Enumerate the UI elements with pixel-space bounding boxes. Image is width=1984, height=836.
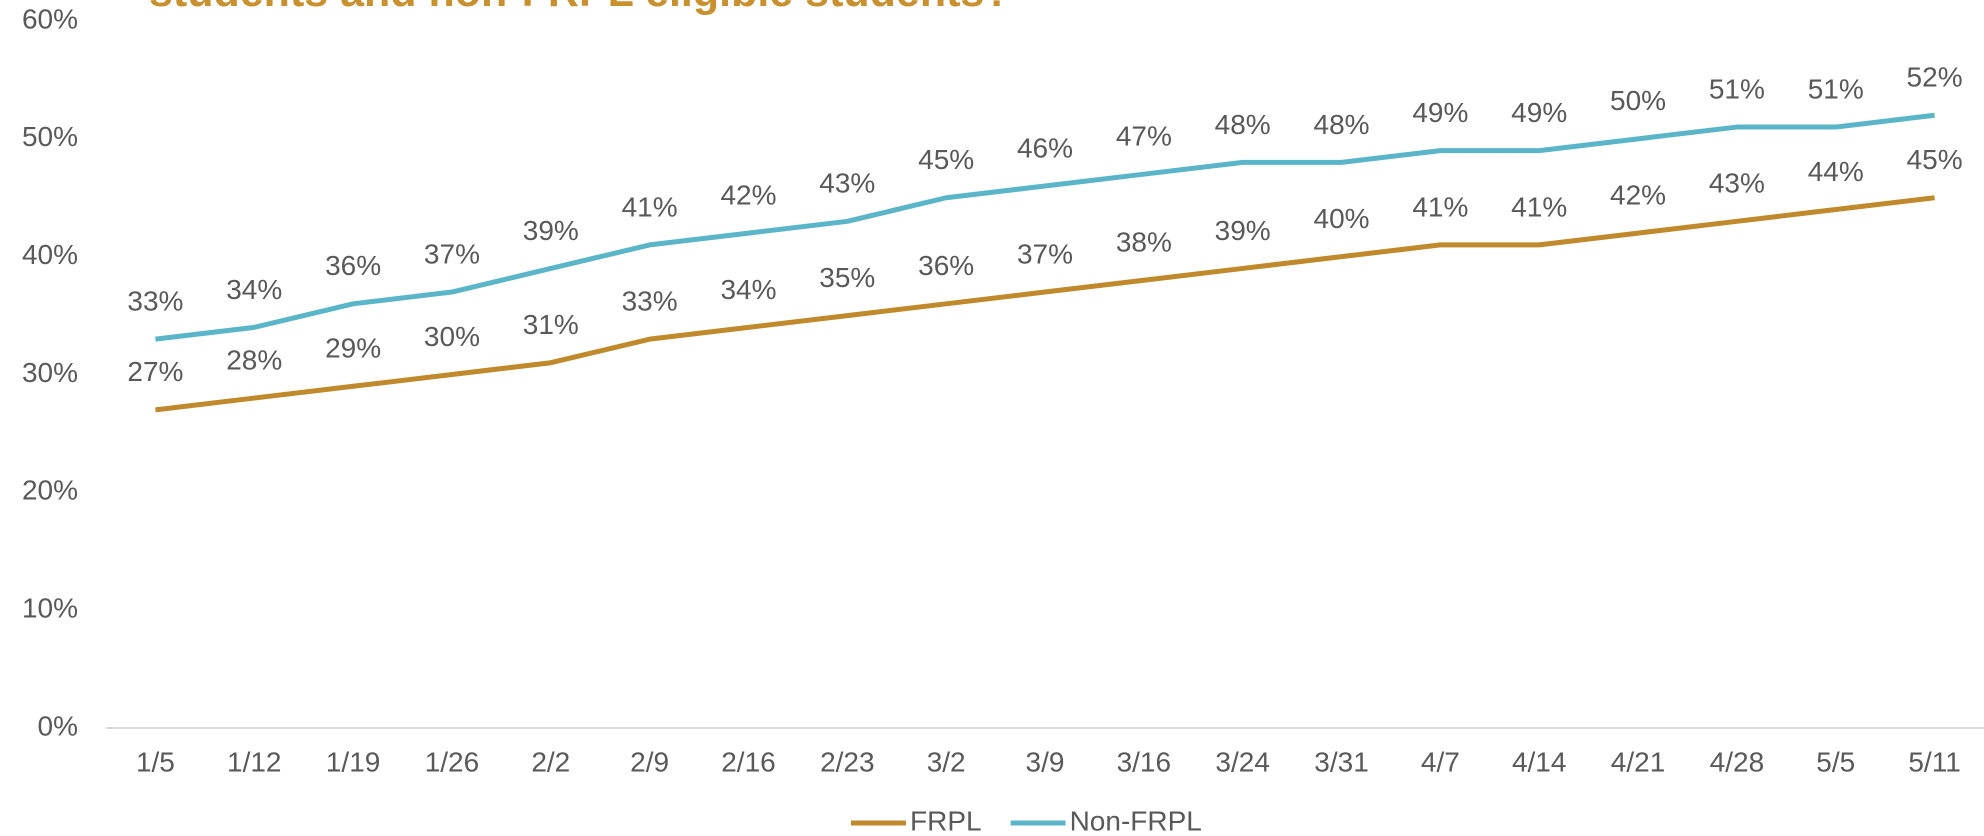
data-label: 49% [1511,97,1567,128]
y-tick-label: 10% [22,593,78,624]
data-label: 51% [1808,73,1864,104]
data-label: 46% [1017,132,1073,163]
data-label: 45% [1907,144,1963,175]
data-label: 51% [1709,73,1765,104]
data-label: 30% [424,321,480,352]
y-tick-label: 50% [22,121,78,152]
chart-title: students and non-FRPL eligible students? [149,0,1011,16]
data-label: 49% [1412,97,1468,128]
data-label: 44% [1808,156,1864,187]
data-label: 39% [1215,215,1271,246]
data-label: 31% [523,309,579,340]
legend-label: Non-FRPL [1070,805,1202,836]
x-tick-label: 4/14 [1512,746,1567,777]
data-label: 33% [127,286,183,317]
x-tick-label: 4/28 [1710,746,1765,777]
data-label: 41% [1511,191,1567,222]
data-label: 48% [1314,109,1370,140]
x-tick-label: 1/19 [326,746,381,777]
x-tick-label: 1/12 [227,746,282,777]
data-label: 43% [1709,168,1765,199]
x-tick-label: 2/2 [531,746,570,777]
x-tick-label: 2/9 [630,746,669,777]
data-label: 36% [325,250,381,281]
x-tick-label: 3/24 [1215,746,1270,777]
data-label: 28% [226,344,282,375]
x-tick-label: 5/5 [1816,746,1855,777]
x-tick-label: 3/2 [927,746,966,777]
x-tick-label: 3/16 [1117,746,1172,777]
data-label: 29% [325,333,381,364]
data-label: 48% [1215,109,1271,140]
x-tick-label: 2/16 [721,746,776,777]
x-tick-label: 4/7 [1421,746,1460,777]
x-tick-label: 4/21 [1611,746,1666,777]
data-label: 35% [819,262,875,293]
legend-label: FRPL [910,805,982,836]
x-tick-label: 3/31 [1314,746,1369,777]
data-label: 41% [1412,191,1468,222]
line-series [155,195,1935,413]
x-tick-label: 2/23 [820,746,875,777]
data-label: 41% [622,191,678,222]
data-label: 38% [1116,227,1172,258]
y-tick-label: 0% [38,710,78,741]
data-label: 37% [1017,238,1073,269]
data-label: 40% [1314,203,1370,234]
data-label: 52% [1907,62,1963,93]
x-tick-label: 5/11 [1908,746,1960,777]
y-tick-label: 40% [22,239,78,270]
data-label: 42% [720,179,776,210]
data-label: 34% [226,274,282,305]
data-label: 47% [1116,121,1172,152]
y-tick-label: 20% [22,475,78,506]
data-label: 37% [424,238,480,269]
data-label: 42% [1610,179,1666,210]
data-label: 50% [1610,85,1666,116]
data-label: 34% [720,274,776,305]
y-tick-label: 60% [22,3,78,34]
y-tick-label: 30% [22,357,78,388]
x-tick-label: 1/5 [136,746,175,777]
data-label: 43% [819,168,875,199]
data-label: 27% [127,356,183,387]
data-label: 36% [918,250,974,281]
data-label: 33% [622,286,678,317]
line-series [155,112,1935,342]
x-tick-label: 1/26 [425,746,480,777]
data-label: 45% [918,144,974,175]
data-label: 39% [523,215,579,246]
x-tick-label: 3/9 [1026,746,1065,777]
